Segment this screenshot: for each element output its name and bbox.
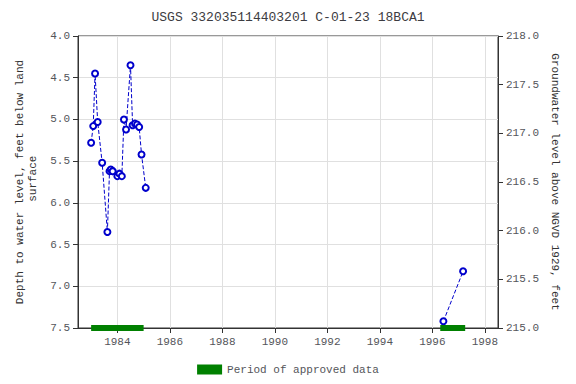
svg-text:5.5: 5.5	[50, 155, 70, 167]
svg-text:Groundwater level above NGVD 1: Groundwater level above NGVD 1929, feet	[549, 53, 561, 310]
svg-text:1998: 1998	[472, 336, 498, 348]
svg-text:215.5: 215.5	[506, 273, 539, 285]
svg-text:1986: 1986	[157, 336, 183, 348]
svg-text:216.0: 216.0	[506, 225, 539, 237]
svg-text:1984: 1984	[104, 336, 131, 348]
svg-text:1988: 1988	[209, 336, 235, 348]
svg-text:5.0: 5.0	[50, 113, 70, 125]
svg-text:6.5: 6.5	[50, 239, 70, 251]
svg-text:Period of approved data: Period of approved data	[227, 364, 379, 376]
svg-text:7.0: 7.0	[50, 280, 70, 292]
svg-text:216.5: 216.5	[506, 176, 539, 188]
svg-text:Depth to water level, feet bel: Depth to water level, feet below land	[14, 60, 26, 304]
svg-text:215.0: 215.0	[506, 322, 539, 334]
svg-text:6.0: 6.0	[50, 197, 70, 209]
svg-text:4.0: 4.0	[50, 30, 70, 42]
svg-text:4.5: 4.5	[50, 72, 70, 84]
svg-text:217.5: 217.5	[506, 79, 539, 91]
svg-text:USGS 332035114403201 C-01-23 1: USGS 332035114403201 C-01-23 18BCA1	[151, 10, 424, 25]
svg-text:surface: surface	[27, 156, 39, 209]
svg-text:218.0: 218.0	[506, 30, 539, 42]
svg-text:1990: 1990	[262, 336, 288, 348]
svg-text:1992: 1992	[314, 336, 340, 348]
svg-text:7.5: 7.5	[50, 322, 70, 334]
svg-text:1996: 1996	[419, 336, 445, 348]
svg-text:1994: 1994	[367, 336, 394, 348]
svg-text:217.0: 217.0	[506, 127, 539, 139]
